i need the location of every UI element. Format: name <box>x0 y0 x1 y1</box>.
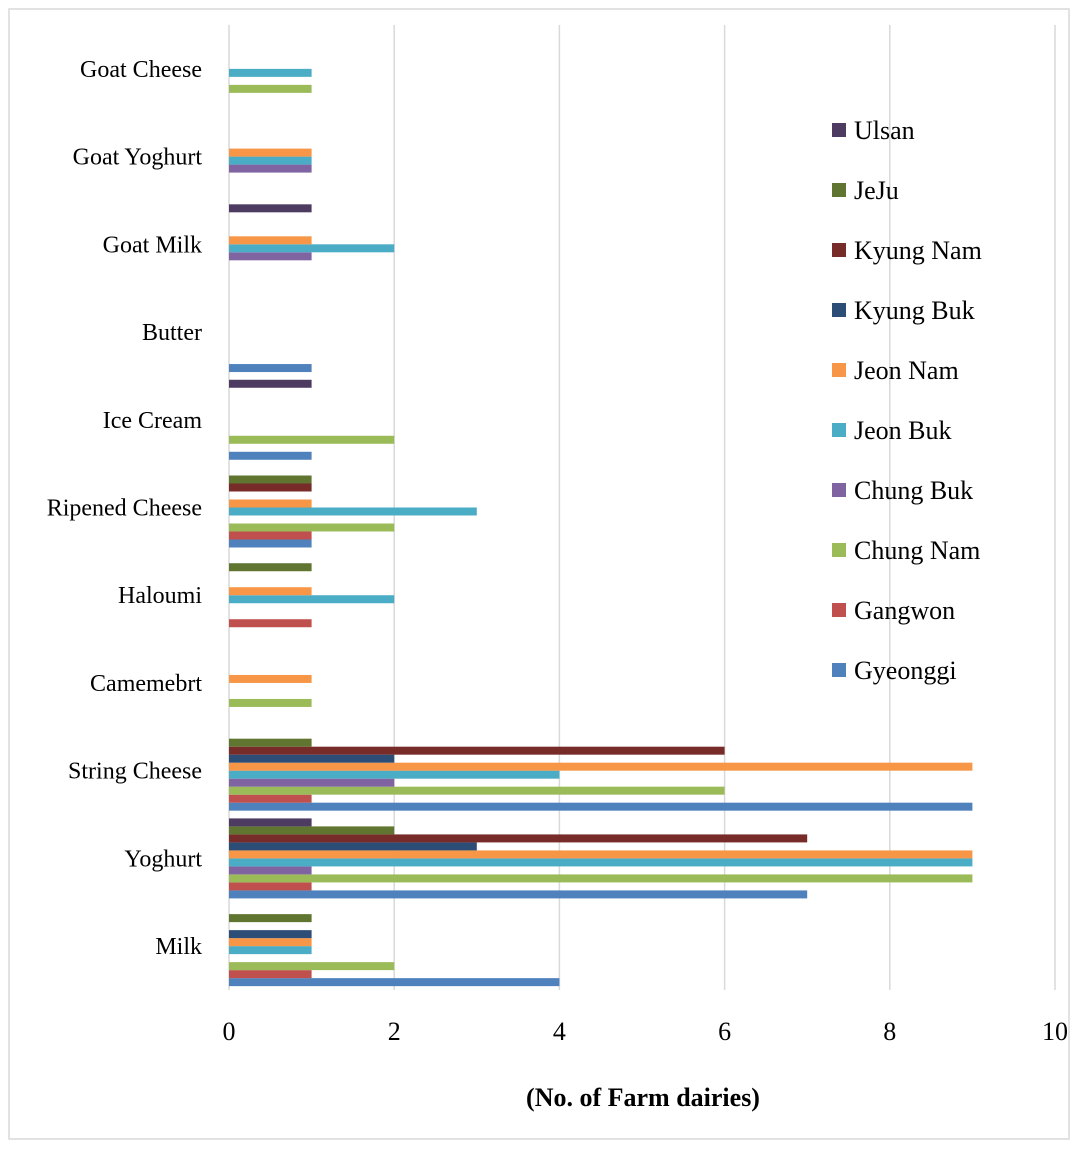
bar-string-cheese-kyung-buk <box>229 754 395 763</box>
legend-label-gyeonggi: Gyeonggi <box>854 656 957 685</box>
bar-ice-cream-ulsan <box>229 379 312 388</box>
category-label-goat-milk: Goat Milk <box>103 232 202 258</box>
bar-ripened-cheese-kyung-nam <box>229 483 312 492</box>
legend-label-jeon-nam: Jeon Nam <box>854 356 959 385</box>
bar-string-cheese-gyeonggi <box>229 802 973 811</box>
bar-goat-yoghurt-jeon-nam <box>229 148 312 157</box>
bar-ripened-cheese-jeju <box>229 475 312 484</box>
bar-haloumi-gangwon <box>229 619 312 628</box>
bar-yoghurt-kyung-nam <box>229 834 808 843</box>
bar-haloumi-jeju <box>229 563 312 572</box>
category-label-string-cheese: String Cheese <box>68 759 202 785</box>
bar-camemebrt-jeon-nam <box>229 674 312 683</box>
legend-label-chung-nam: Chung Nam <box>854 536 980 565</box>
bars <box>229 68 973 987</box>
category-labels: Milk Yoghurt String Cheese Camemebrt Haloumi… <box>47 57 203 960</box>
legend-swatch-jeju <box>832 183 846 197</box>
x-tick-labels: 0 2 4 6 8 10 <box>223 1017 1069 1046</box>
category-label-ripened-cheese: Ripened Cheese <box>47 496 202 522</box>
legend-swatch-ulsan <box>832 123 846 137</box>
bar-string-cheese-jeju <box>229 738 312 747</box>
bar-goat-milk-jeon-nam <box>229 236 312 245</box>
x-axis-title: (No. of Farm dairies) <box>526 1083 760 1112</box>
bar-ripened-cheese-jeon-buk <box>229 507 477 516</box>
bar-milk-jeon-nam <box>229 938 312 947</box>
legend-swatch-gyeonggi <box>832 663 846 677</box>
bar-ice-cream-gyeonggi <box>229 451 312 460</box>
bar-yoghurt-jeju <box>229 826 395 835</box>
bar-yoghurt-chung-nam <box>229 874 973 883</box>
bar-yoghurt-jeon-buk <box>229 858 973 867</box>
bar-milk-gyeonggi <box>229 978 560 987</box>
bar-ripened-cheese-gyeonggi <box>229 539 312 548</box>
bar-goat-cheese-jeon-buk <box>229 68 312 77</box>
legend-label-ulsan: Ulsan <box>854 116 915 145</box>
x-tick-label: 8 <box>883 1017 896 1046</box>
category-label-butter: Butter <box>142 320 202 346</box>
bar-string-cheese-jeon-buk <box>229 770 560 779</box>
x-tick-label: 10 <box>1042 1017 1068 1046</box>
bar-string-cheese-gangwon <box>229 794 312 803</box>
bar-milk-gangwon <box>229 970 312 979</box>
bar-string-cheese-chung-nam <box>229 786 725 795</box>
legend-label-jeon-buk: Jeon Buk <box>854 416 952 445</box>
legend-label-kyung-buk: Kyung Buk <box>854 296 975 325</box>
bar-yoghurt-kyung-buk <box>229 842 477 851</box>
bar-milk-chung-nam <box>229 962 395 971</box>
legend: Ulsan JeJu Kyung Nam Kyung Buk Jeon Nam Jeon … <box>832 116 982 685</box>
bar-ripened-cheese-jeon-nam <box>229 499 312 508</box>
bar-milk-jeon-buk <box>229 946 312 955</box>
category-label-goat-cheese: Goat Cheese <box>80 57 202 83</box>
legend-label-kyung-nam: Kyung Nam <box>854 236 982 265</box>
category-label-yoghurt: Yoghurt <box>124 846 202 872</box>
bar-yoghurt-gyeonggi <box>229 890 808 899</box>
legend-swatch-gangwon <box>832 603 846 617</box>
legend-swatch-chung-nam <box>832 543 846 557</box>
legend-swatch-jeon-buk <box>832 423 846 437</box>
bar-yoghurt-ulsan <box>229 818 312 827</box>
bar-butter-gyeonggi <box>229 364 312 373</box>
bar-string-cheese-kyung-nam <box>229 746 725 755</box>
legend-swatch-kyung-nam <box>832 243 846 257</box>
category-label-haloumi: Haloumi <box>118 583 202 609</box>
legend-label-gangwon: Gangwon <box>854 596 955 625</box>
bar-yoghurt-gangwon <box>229 882 312 891</box>
category-label-goat-yoghurt: Goat Yoghurt <box>73 145 203 171</box>
bar-yoghurt-chung-buk <box>229 866 312 875</box>
bar-goat-milk-ulsan <box>229 204 312 213</box>
bar-goat-milk-jeon-buk <box>229 244 395 253</box>
chart-border <box>8 8 1070 1140</box>
bar-ripened-cheese-chung-nam <box>229 523 395 532</box>
x-tick-label: 4 <box>553 1017 566 1046</box>
bar-string-cheese-chung-buk <box>229 778 395 787</box>
category-label-milk: Milk <box>155 934 202 960</box>
bar-string-cheese-jeon-nam <box>229 762 973 771</box>
x-tick-label: 6 <box>718 1017 731 1046</box>
bar-milk-kyung-buk <box>229 930 312 939</box>
bar-camemebrt-chung-nam <box>229 698 312 707</box>
legend-label-chung-buk: Chung Buk <box>854 476 973 505</box>
legend-swatch-kyung-buk <box>832 303 846 317</box>
bar-ice-cream-chung-nam <box>229 435 395 444</box>
bar-haloumi-jeon-nam <box>229 587 312 596</box>
bar-goat-yoghurt-jeon-buk <box>229 156 312 165</box>
legend-swatch-jeon-nam <box>832 363 846 377</box>
x-tick-label: 0 <box>223 1017 236 1046</box>
bar-haloumi-jeon-buk <box>229 595 395 604</box>
bar-goat-yoghurt-chung-buk <box>229 164 312 173</box>
category-label-ice-cream: Ice Cream <box>103 408 203 434</box>
bar-yoghurt-jeon-nam <box>229 850 973 859</box>
legend-label-jeju: JeJu <box>854 176 899 205</box>
x-tick-label: 2 <box>388 1017 401 1046</box>
bar-milk-jeju <box>229 914 312 923</box>
category-label-camemebrt: Camemebrt <box>90 671 202 697</box>
legend-swatch-chung-buk <box>832 483 846 497</box>
bar-ripened-cheese-gangwon <box>229 531 312 540</box>
bar-goat-milk-chung-buk <box>229 252 312 261</box>
bar-goat-cheese-chung-nam <box>229 84 312 93</box>
